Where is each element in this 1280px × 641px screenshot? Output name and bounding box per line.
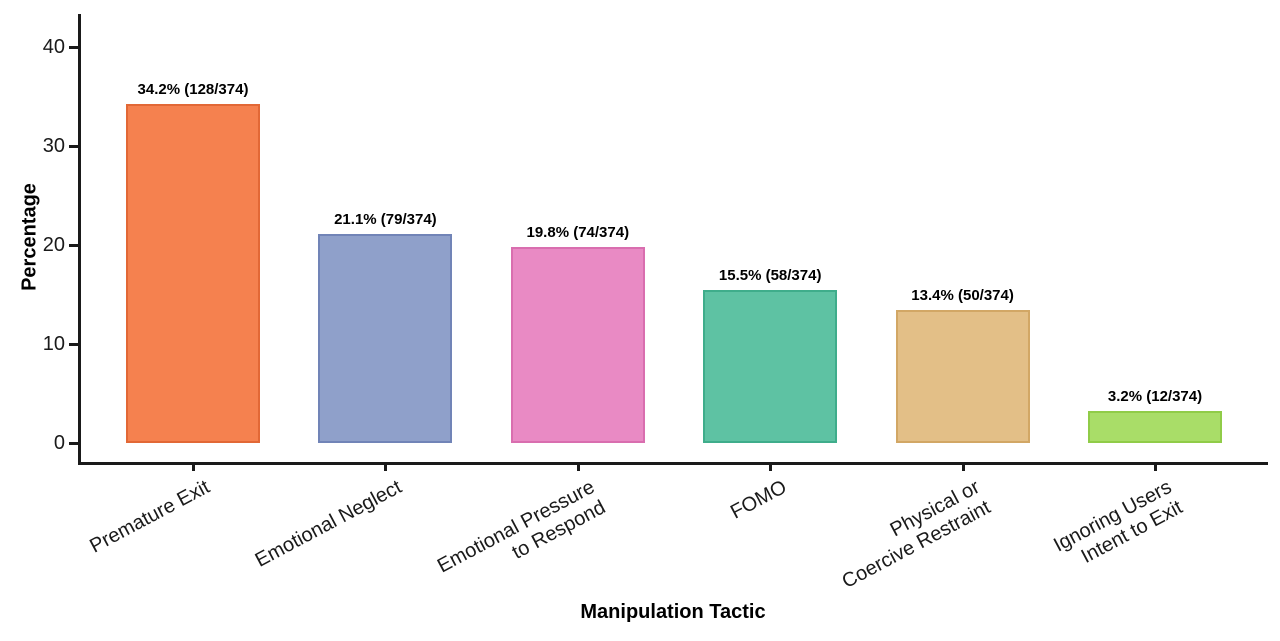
x-tick-mark: [769, 462, 773, 471]
bar-emotional-neglect: [318, 234, 453, 443]
y-tick-mark: [69, 442, 78, 445]
y-tick-label: 20: [42, 234, 65, 256]
y-tick-mark: [69, 343, 78, 346]
x-tick-mark: [1154, 462, 1157, 471]
y-tick-label: 10: [42, 333, 65, 355]
y-tick-mark: [69, 145, 78, 148]
y-tick-mark: [69, 46, 78, 49]
y-tick-label: 30: [42, 135, 65, 157]
x-tick-mark: [192, 462, 195, 471]
x-tick-mark: [384, 462, 388, 471]
bar-value-label: 19.8% (74/374): [526, 223, 630, 241]
x-tick-label-premature-exit: Premature Exit: [86, 476, 214, 558]
bar-value-label: 34.2% (128/374): [137, 81, 249, 99]
bar-value-label: 13.4% (50/374): [911, 287, 1014, 305]
bar-fomo: [703, 289, 838, 443]
bar-emotional-pressure-to-respond: [510, 246, 645, 443]
x-tick-label-physical-or-coercive-restraint: Physical or Coercive Restraint: [838, 476, 994, 593]
x-tick-label-ignoring-users-intent-to-exit: Ignoring Users Intent to Exit: [1050, 476, 1187, 568]
x-tick-label-emotional-pressure-to-respond: Emotional Pressure to Respond: [433, 476, 609, 578]
bar-value-label: 15.5% (58/374): [718, 266, 822, 284]
bar-value-label: 21.1% (79/374): [334, 211, 437, 229]
x-tick-label-emotional-neglect: Emotional Neglect: [252, 476, 406, 572]
x-axis-line: [78, 462, 1268, 465]
y-axis-line: [78, 14, 81, 465]
x-tick-label-fomo: FOMO: [727, 476, 791, 524]
x-axis-title: Manipulation Tactic: [580, 601, 766, 623]
bar-premature-exit: [126, 104, 260, 443]
bar-value-label: 3.2% (12/374): [1107, 388, 1203, 406]
y-tick-label: 40: [42, 36, 65, 58]
x-tick-mark: [576, 462, 580, 471]
y-tick-label: 0: [53, 432, 65, 454]
bar-ignoring-users-intent-to-exit: [1088, 411, 1222, 443]
y-tick-mark: [69, 244, 78, 247]
x-tick-mark: [961, 462, 965, 471]
bar-physical-or-coercive-restraint: [895, 310, 1030, 443]
